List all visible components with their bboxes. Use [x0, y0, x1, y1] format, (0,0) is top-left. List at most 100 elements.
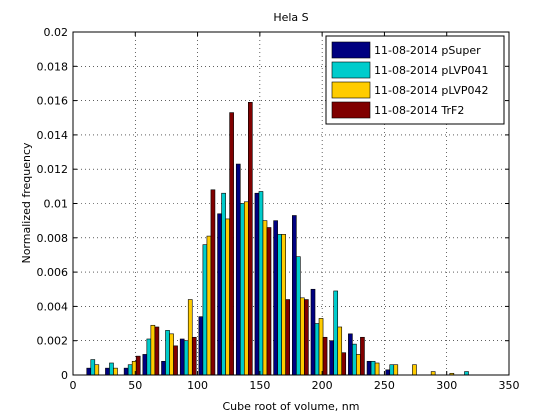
bar — [304, 299, 309, 376]
bar — [123, 367, 129, 376]
bar — [370, 360, 376, 376]
bar — [337, 326, 343, 376]
y-tick-label: 0 — [61, 369, 68, 382]
bar — [285, 299, 290, 376]
bar — [296, 256, 301, 376]
y-tick-label: 0.002 — [37, 335, 69, 348]
bar — [366, 360, 372, 376]
chart-title: Hela S — [273, 11, 308, 24]
bar — [243, 201, 249, 376]
y-tick-label: 0.02 — [44, 26, 69, 39]
legend-label: 11-08-2014 TrF2 — [374, 104, 464, 117]
legend-swatch — [331, 101, 371, 119]
bar — [179, 338, 185, 376]
bar — [127, 364, 133, 376]
bar — [94, 364, 100, 376]
axis-ticks — [72, 31, 510, 376]
legend-label: 11-08-2014 pLVP042 — [374, 84, 488, 97]
bar — [322, 336, 328, 376]
bar — [165, 330, 170, 376]
bar — [187, 299, 193, 376]
bar — [412, 364, 417, 376]
x-tick-label: 350 — [499, 379, 520, 392]
bar — [173, 345, 178, 376]
y-tick-label: 0.004 — [37, 300, 69, 313]
bar — [341, 352, 347, 376]
bar — [385, 369, 391, 376]
legend: 11-08-2014 pSuper 11-08-2014 pLVP041 11-08… — [325, 35, 505, 125]
bar — [135, 355, 141, 376]
bar — [333, 290, 339, 376]
y-tick-label: 0.006 — [37, 266, 69, 279]
y-tick-label: 0.018 — [37, 60, 69, 73]
grid-lines — [73, 32, 509, 375]
bar — [202, 244, 208, 376]
bar — [146, 338, 152, 376]
bar — [318, 318, 324, 376]
bar — [109, 362, 114, 376]
bar — [262, 220, 268, 376]
bar — [191, 336, 197, 376]
x-tick-label: 50 — [128, 379, 142, 392]
bar — [169, 333, 174, 376]
bars-group — [86, 102, 469, 376]
y-axis-label: Normalized frequency — [20, 142, 33, 264]
bar — [142, 354, 148, 376]
legend-swatch — [331, 61, 371, 79]
x-tick-labels: 0 50 100 150 200 250 300 350 — [70, 379, 520, 392]
bar — [105, 367, 110, 376]
bar — [150, 324, 156, 376]
bar — [86, 367, 92, 376]
bar — [254, 192, 260, 376]
bar — [389, 364, 395, 376]
bar — [329, 340, 334, 376]
x-axis-label: Cube root of volume, nm — [223, 400, 360, 413]
y-tick-label: 0.01 — [44, 198, 69, 211]
bar — [430, 371, 436, 376]
bar — [292, 215, 297, 376]
legend-label: 11-08-2014 pLVP041 — [374, 64, 488, 77]
y-tick-label: 0.016 — [37, 95, 69, 108]
bar — [210, 189, 216, 376]
bar — [90, 359, 96, 376]
legend-swatch — [331, 41, 371, 59]
bar — [266, 227, 272, 376]
bar — [273, 220, 278, 376]
bar — [374, 362, 380, 376]
bar — [464, 371, 469, 376]
bar — [352, 343, 357, 376]
bar — [229, 112, 234, 376]
bar — [393, 364, 399, 376]
bar — [161, 360, 166, 376]
bar — [113, 367, 118, 376]
y-tick-label: 0.008 — [37, 232, 69, 245]
legend-swatch — [331, 81, 371, 99]
y-tick-labels: 0 0.002 0.004 0.006 0.008 0.01 0.012 0.014 0.016… — [37, 26, 69, 382]
bar — [239, 203, 245, 376]
bar — [310, 288, 316, 376]
x-tick-label: 300 — [436, 379, 457, 392]
bar — [198, 316, 204, 376]
legend-label: 11-08-2014 pSuper — [374, 44, 481, 57]
y-tick-label: 0.012 — [37, 163, 69, 176]
bar — [258, 191, 264, 376]
bar — [348, 333, 353, 376]
bar — [356, 354, 361, 376]
x-tick-label: 250 — [374, 379, 395, 392]
bar — [360, 336, 365, 376]
y-tick-label: 0.014 — [37, 129, 69, 142]
bar — [217, 213, 222, 376]
bar — [154, 326, 160, 376]
bar — [183, 340, 189, 376]
x-tick-label: 150 — [249, 379, 270, 392]
bar — [225, 218, 230, 376]
bar — [235, 163, 241, 376]
bar — [206, 235, 212, 376]
bar — [314, 323, 320, 376]
bar — [221, 192, 226, 376]
bar — [277, 234, 282, 376]
x-tick-label: 200 — [312, 379, 333, 392]
bar — [281, 234, 286, 376]
bar — [248, 102, 253, 376]
